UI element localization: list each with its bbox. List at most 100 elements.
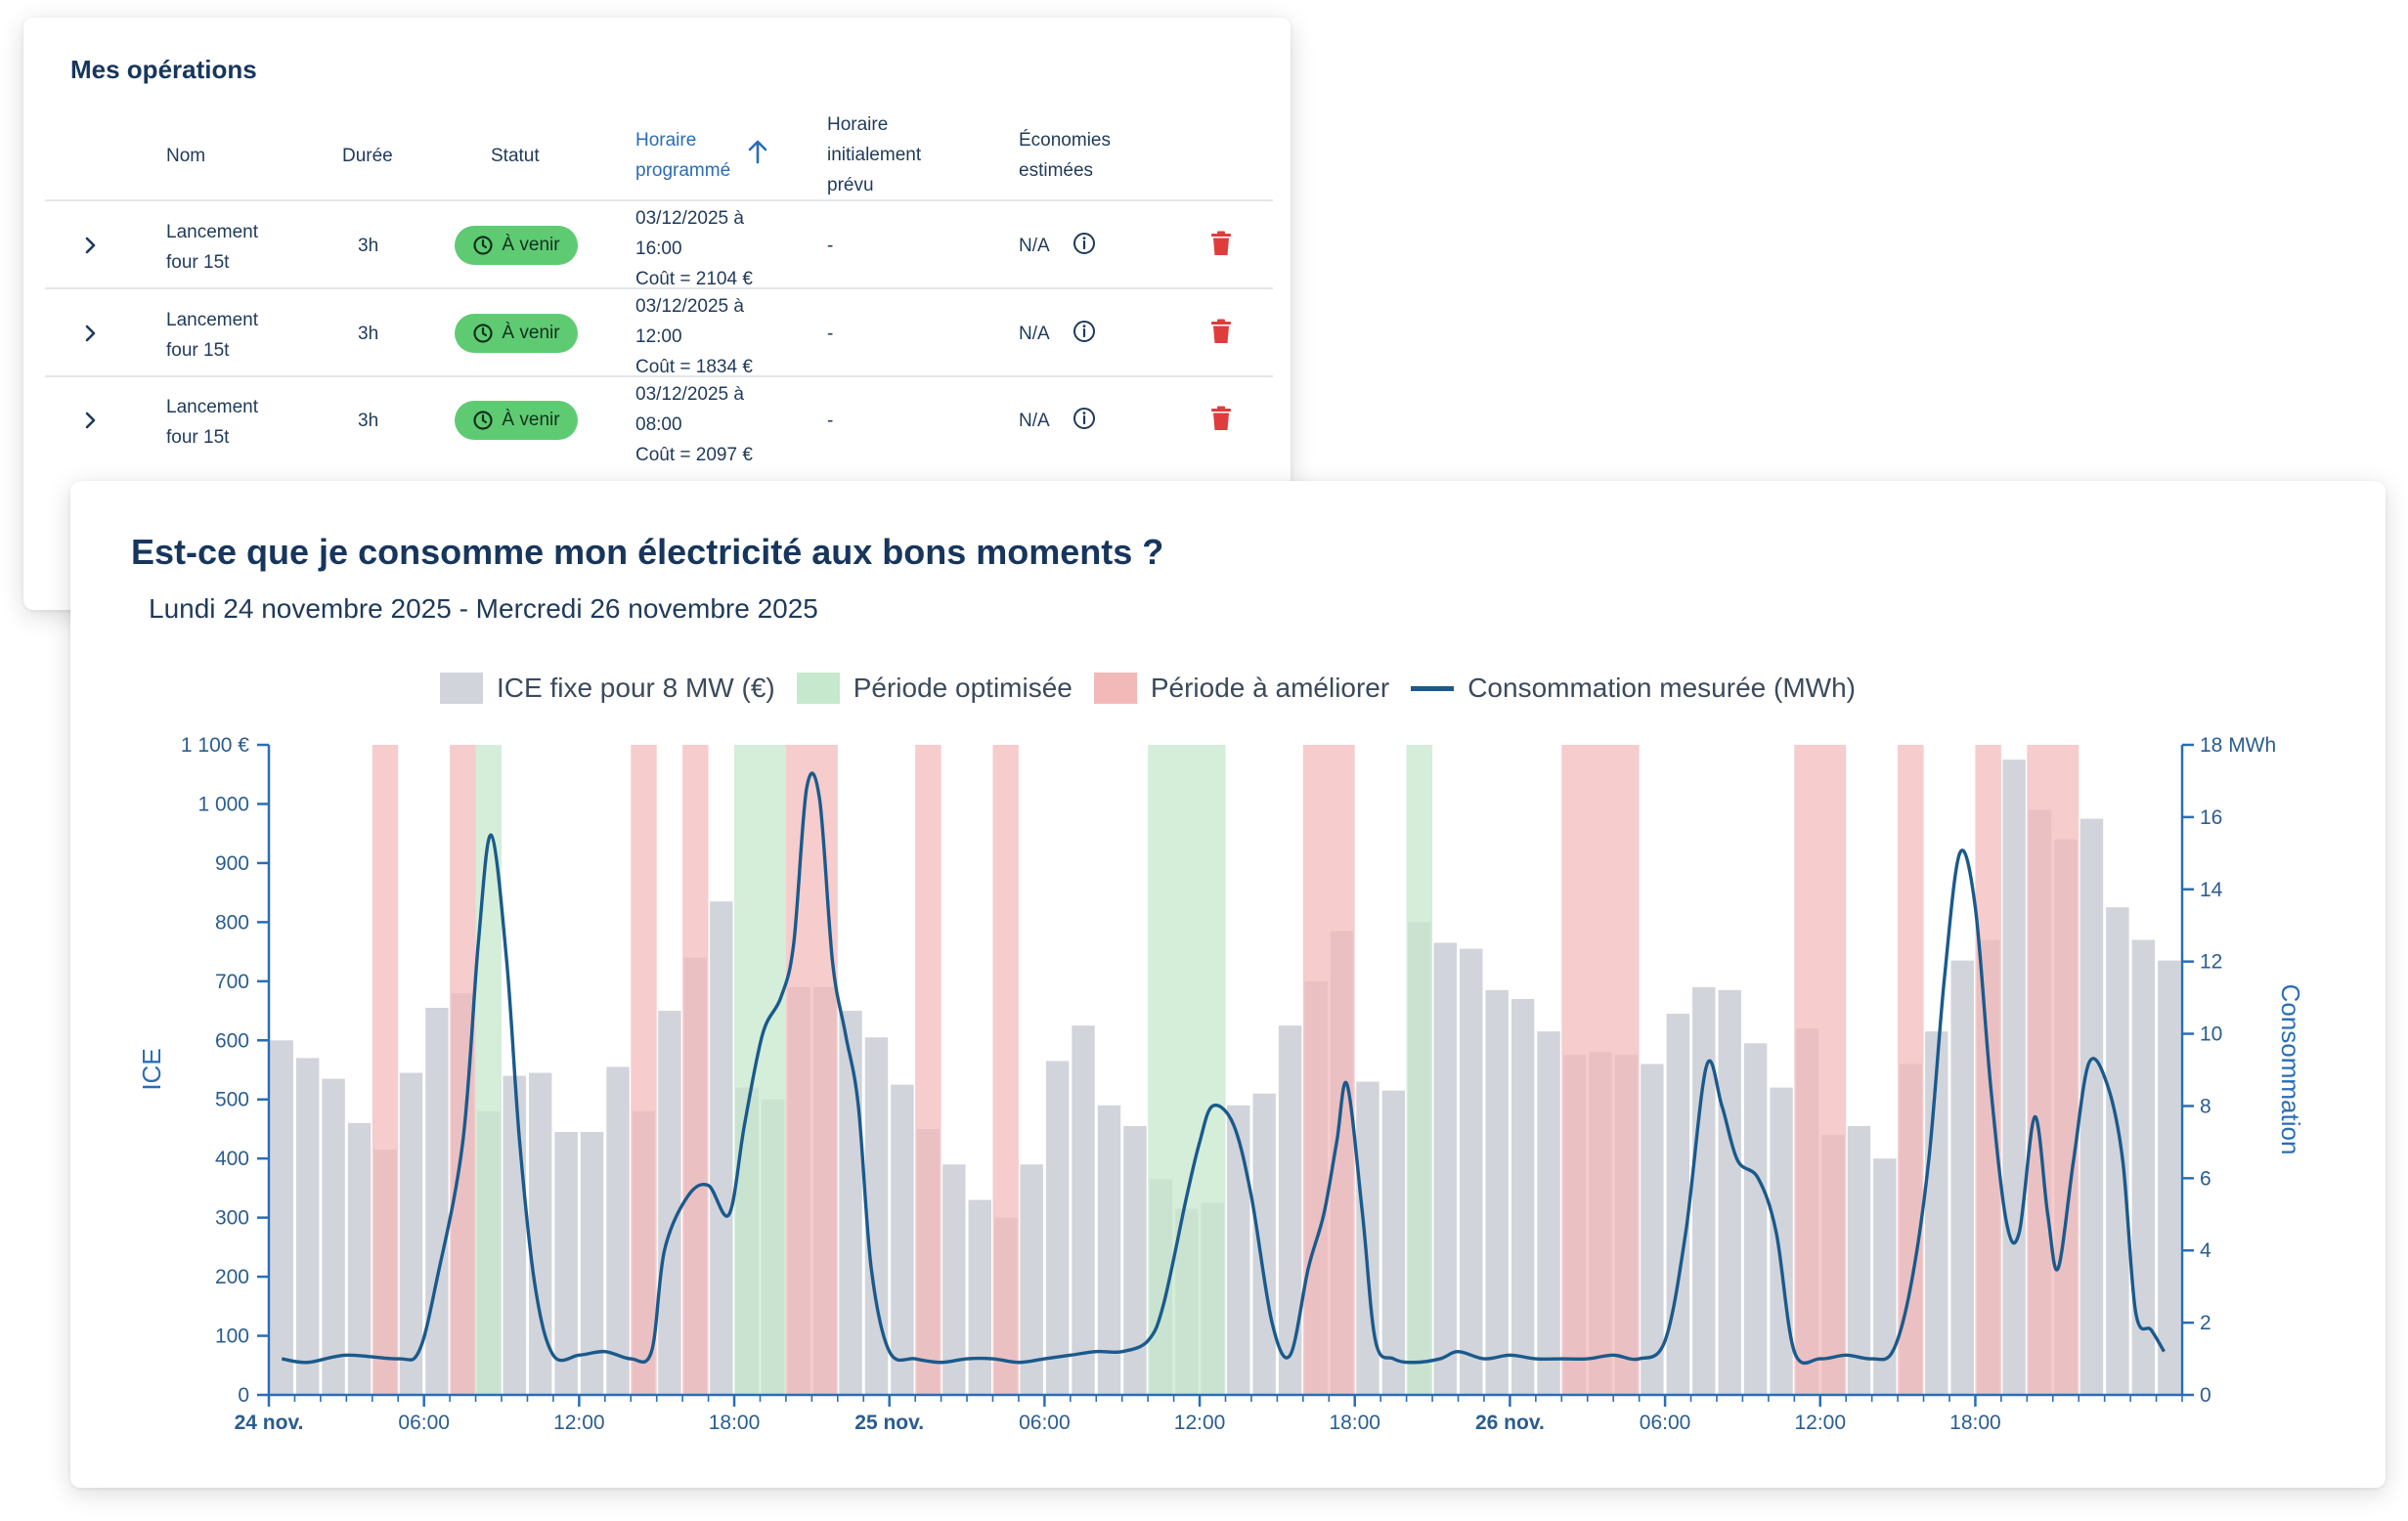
chevron-right-icon[interactable] xyxy=(79,323,101,344)
header-scheduled[interactable]: Horaire programmé xyxy=(635,125,730,186)
ice-bar xyxy=(1510,998,1535,1395)
ice-bar xyxy=(580,1131,604,1395)
ice-bar xyxy=(1227,1105,1250,1395)
ice-bar xyxy=(399,1072,423,1395)
left-tick-label: 0 xyxy=(238,1384,249,1407)
improve-period xyxy=(915,745,941,1395)
improve-period xyxy=(450,745,476,1395)
improve-period xyxy=(1794,745,1847,1395)
ice-bar xyxy=(1097,1105,1121,1395)
legend-label-ice: ICE fixe pour 8 MW (€) xyxy=(497,673,775,703)
row-schedule-line1: 03/12/2025 à xyxy=(635,208,744,229)
ice-bar xyxy=(1537,1031,1560,1395)
ice-bar xyxy=(528,1072,552,1395)
left-tick-label: 600 xyxy=(215,1029,249,1052)
row-name-line1: Lancement xyxy=(166,222,259,242)
ice-bar xyxy=(839,1011,862,1395)
right-tick-label: 10 xyxy=(2200,1023,2222,1046)
chart-card: Est-ce que je consomme mon électricité a… xyxy=(70,481,2386,1488)
x-tick-label: 26 nov. xyxy=(1475,1412,1545,1434)
ice-bar xyxy=(1692,986,1716,1395)
ice-bar xyxy=(2158,960,2181,1395)
x-tick-label: 12:00 xyxy=(1794,1412,1846,1434)
ice-bar xyxy=(2002,760,2026,1395)
ice-bar xyxy=(1045,1061,1070,1395)
left-tick-label: 200 xyxy=(215,1266,249,1288)
row-schedule: 03/12/2025 à 12:00 Coût = 1834 € xyxy=(635,291,753,382)
header-initial-line3: prévu xyxy=(827,175,874,196)
row-schedule: 03/12/2025 à 08:00 Coût = 2097 € xyxy=(635,379,753,470)
status-badge: À venir xyxy=(455,226,578,265)
left-tick-label: 1 100 € xyxy=(181,734,249,757)
ice-bar xyxy=(425,1008,449,1395)
row-schedule-line1: 03/12/2025 à xyxy=(635,296,744,317)
row-savings: N/A xyxy=(1019,236,1050,256)
row-name-line2: four 15t xyxy=(166,427,230,448)
row-divider xyxy=(45,375,1273,377)
improve-period xyxy=(785,745,838,1395)
left-tick-label: 1 000 xyxy=(197,793,249,815)
row-name-line1: Lancement xyxy=(166,310,259,330)
status-label: À venir xyxy=(502,235,560,255)
improve-period xyxy=(1898,745,1924,1395)
ice-bar xyxy=(891,1084,914,1395)
ice-bar xyxy=(1252,1093,1276,1395)
header-name[interactable]: Nom xyxy=(166,146,206,166)
improve-period xyxy=(992,745,1019,1395)
clock-icon xyxy=(473,411,494,430)
header-initial[interactable]: Horaire initialement prévu xyxy=(827,109,921,200)
ice-bar xyxy=(2106,907,2129,1395)
header-savings-line2: estimées xyxy=(1019,160,1094,181)
row-duration: 3h xyxy=(358,236,379,256)
legend-item-consumption[interactable]: Consommation mesurée (MWh) xyxy=(1411,673,1856,704)
delete-icon[interactable] xyxy=(1209,319,1233,344)
sort-ascending-icon[interactable] xyxy=(743,137,772,166)
left-tick-label: 300 xyxy=(215,1207,249,1230)
left-tick-label: 400 xyxy=(215,1148,249,1170)
status-badge: À venir xyxy=(455,401,578,440)
delete-icon[interactable] xyxy=(1209,231,1233,256)
row-cost: Coût = 2097 € xyxy=(635,445,753,465)
ice-bar xyxy=(322,1078,345,1395)
legend-item-optimized[interactable]: Période optimisée xyxy=(796,673,1073,704)
ice-bar xyxy=(968,1199,991,1395)
legend-swatch-optimized xyxy=(796,673,840,704)
chevron-right-icon[interactable] xyxy=(79,410,101,431)
row-cost: Coût = 2104 € xyxy=(635,269,753,289)
row-duration: 3h xyxy=(358,411,379,431)
info-icon[interactable] xyxy=(1072,319,1097,344)
ice-bar xyxy=(1743,1043,1768,1395)
row-divider xyxy=(45,287,1273,289)
improve-period xyxy=(1302,745,1355,1395)
x-tick-label: 18:00 xyxy=(709,1412,761,1434)
row-name: Lancement four 15t xyxy=(166,305,258,366)
optimized-period xyxy=(1406,745,1433,1395)
right-tick-label: 6 xyxy=(2200,1167,2211,1190)
ice-bar xyxy=(1072,1025,1095,1395)
chart-legend: ICE fixe pour 8 MW (€) Période optimisée… xyxy=(440,669,1877,708)
header-scheduled-line2: programmé xyxy=(635,160,731,181)
ice-bar xyxy=(1847,1125,1871,1395)
right-tick-label: 14 xyxy=(2200,879,2223,901)
header-duration[interactable]: Durée xyxy=(342,146,393,166)
chevron-right-icon[interactable] xyxy=(79,235,101,256)
delete-icon[interactable] xyxy=(1209,406,1233,431)
row-schedule: 03/12/2025 à 16:00 Coût = 2104 € xyxy=(635,203,753,294)
legend-item-ice[interactable]: ICE fixe pour 8 MW (€) xyxy=(440,673,775,704)
legend-label-improve: Période à améliorer xyxy=(1150,673,1390,703)
header-status[interactable]: Statut xyxy=(491,146,540,166)
legend-item-improve[interactable]: Période à améliorer xyxy=(1093,673,1390,704)
improve-period xyxy=(372,745,399,1395)
row-duration: 3h xyxy=(358,324,379,344)
header-savings-line1: Économies xyxy=(1019,130,1111,151)
header-savings[interactable]: Économies estimées xyxy=(1019,125,1111,186)
right-tick-label: 2 xyxy=(2200,1312,2211,1334)
info-icon[interactable] xyxy=(1072,231,1097,256)
ice-bar xyxy=(658,1011,681,1395)
x-tick-label: 12:00 xyxy=(553,1412,605,1434)
info-icon[interactable] xyxy=(1072,406,1097,431)
legend-swatch-consumption xyxy=(1411,685,1455,691)
row-name: Lancement four 15t xyxy=(166,392,258,453)
ice-bar xyxy=(864,1037,889,1395)
